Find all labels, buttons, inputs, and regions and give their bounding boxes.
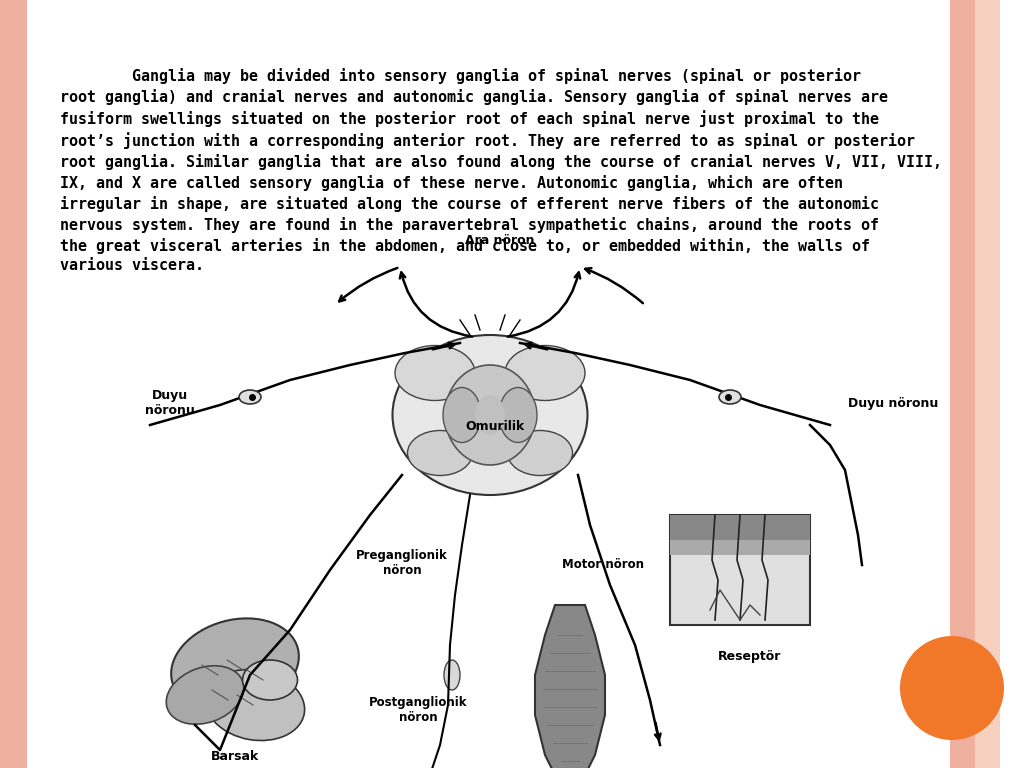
Bar <box>975 0 1000 768</box>
Ellipse shape <box>445 365 535 465</box>
Text: Barsak: Barsak <box>211 750 259 763</box>
Ellipse shape <box>505 346 585 400</box>
Text: Reseptör: Reseptör <box>718 650 781 663</box>
Circle shape <box>900 636 1004 740</box>
Ellipse shape <box>243 660 298 700</box>
Ellipse shape <box>719 390 741 404</box>
Text: Preganglionik
nöron: Preganglionik nöron <box>356 549 447 577</box>
Bar <box>0 0 27 768</box>
Bar <box>670 515 810 540</box>
FancyBboxPatch shape <box>670 515 810 625</box>
Bar <box>670 540 810 555</box>
Ellipse shape <box>166 666 244 724</box>
Ellipse shape <box>408 431 472 475</box>
Text: Postganglionik
nöron: Postganglionik nöron <box>369 696 467 724</box>
Ellipse shape <box>171 618 299 712</box>
Text: Duyu nöronu: Duyu nöronu <box>848 396 938 409</box>
Text: Ganglia may be divided into sensory ganglia of spinal nerves (spinal or posterio: Ganglia may be divided into sensory gang… <box>60 68 942 273</box>
Text: Omurilik: Omurilik <box>465 421 524 433</box>
Ellipse shape <box>444 660 460 690</box>
Ellipse shape <box>475 395 505 435</box>
Ellipse shape <box>499 388 537 442</box>
Ellipse shape <box>239 390 261 404</box>
Polygon shape <box>535 605 605 768</box>
Text: Ara nöron: Ara nöron <box>465 233 535 247</box>
Text: Duyu
nöronu: Duyu nöronu <box>145 389 195 417</box>
Ellipse shape <box>206 670 304 740</box>
Ellipse shape <box>443 388 481 442</box>
Text: Motor nöron: Motor nöron <box>562 558 644 571</box>
Ellipse shape <box>508 431 572 475</box>
Ellipse shape <box>395 346 475 400</box>
Bar <box>950 0 975 768</box>
Ellipse shape <box>392 335 588 495</box>
